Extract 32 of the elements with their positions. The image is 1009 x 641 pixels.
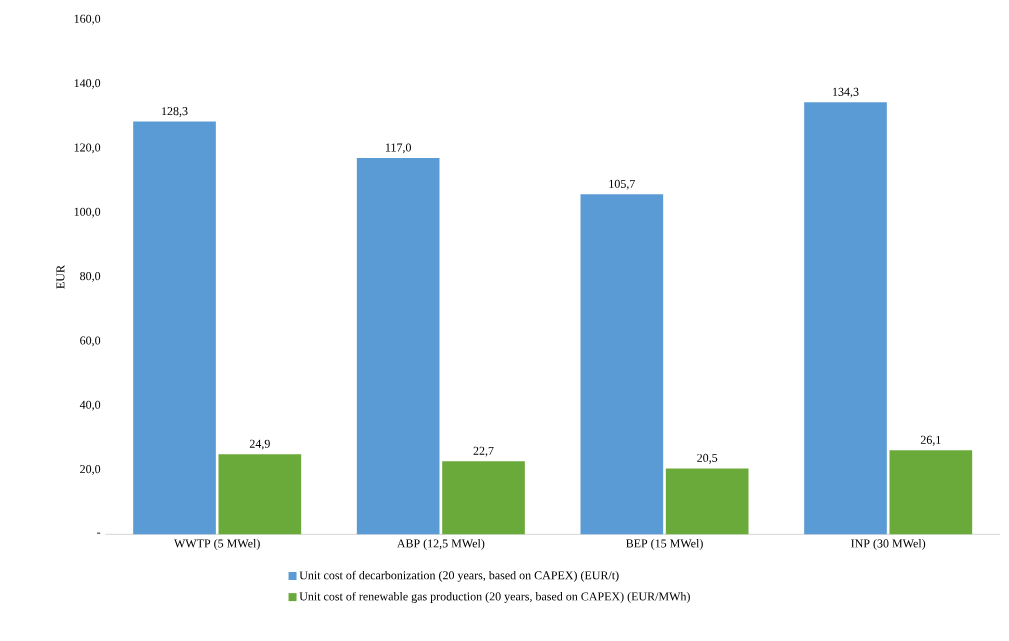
x-tick-label: WWTP (5 MWel)	[174, 539, 260, 550]
bar	[889, 450, 973, 535]
data-label: 20,5	[697, 453, 718, 464]
y-axis-title: EUR	[56, 265, 65, 289]
data-label: 105,7	[609, 179, 635, 190]
bar	[580, 194, 664, 535]
y-tick-label: 140,0	[74, 79, 101, 89]
y-tick-label: 80,0	[80, 272, 101, 282]
y-tick-label: 20,0	[80, 465, 101, 475]
y-tick-label: 40,0	[79, 400, 101, 411]
data-label: 26,1	[920, 435, 941, 446]
x-tick-label: ABP (12,5 MWel)	[396, 539, 485, 550]
data-label: 134,3	[833, 87, 859, 98]
data-label: 22,7	[473, 446, 494, 457]
x-tick-label: BEP (15 MWel)	[626, 539, 703, 550]
y-tick-label: 120,0	[74, 143, 101, 154]
bar	[804, 102, 887, 535]
y-tick-label: 160,0	[74, 14, 101, 25]
bar	[218, 454, 302, 535]
y-tick-label: -	[97, 532, 101, 534]
data-label: 117,0	[385, 143, 411, 154]
legend-label: Unit cost of renewable gas production (20 years, based on CAPEX) (EUR/MWh)	[299, 591, 690, 603]
x-tick-label: INP (30 MWel)	[851, 539, 926, 550]
bar	[133, 121, 216, 535]
bar	[665, 468, 749, 535]
y-tick-label: 100,0	[74, 207, 101, 218]
data-label: 128,3	[162, 107, 188, 117]
y-tick-label: 60,0	[80, 336, 101, 347]
bar	[356, 157, 440, 535]
legend-label: Unit cost of decarbonization (20 years, based on CAPEX) (EUR/t)	[299, 570, 619, 582]
data-label: 24,9	[249, 439, 270, 450]
bar	[442, 461, 525, 535]
